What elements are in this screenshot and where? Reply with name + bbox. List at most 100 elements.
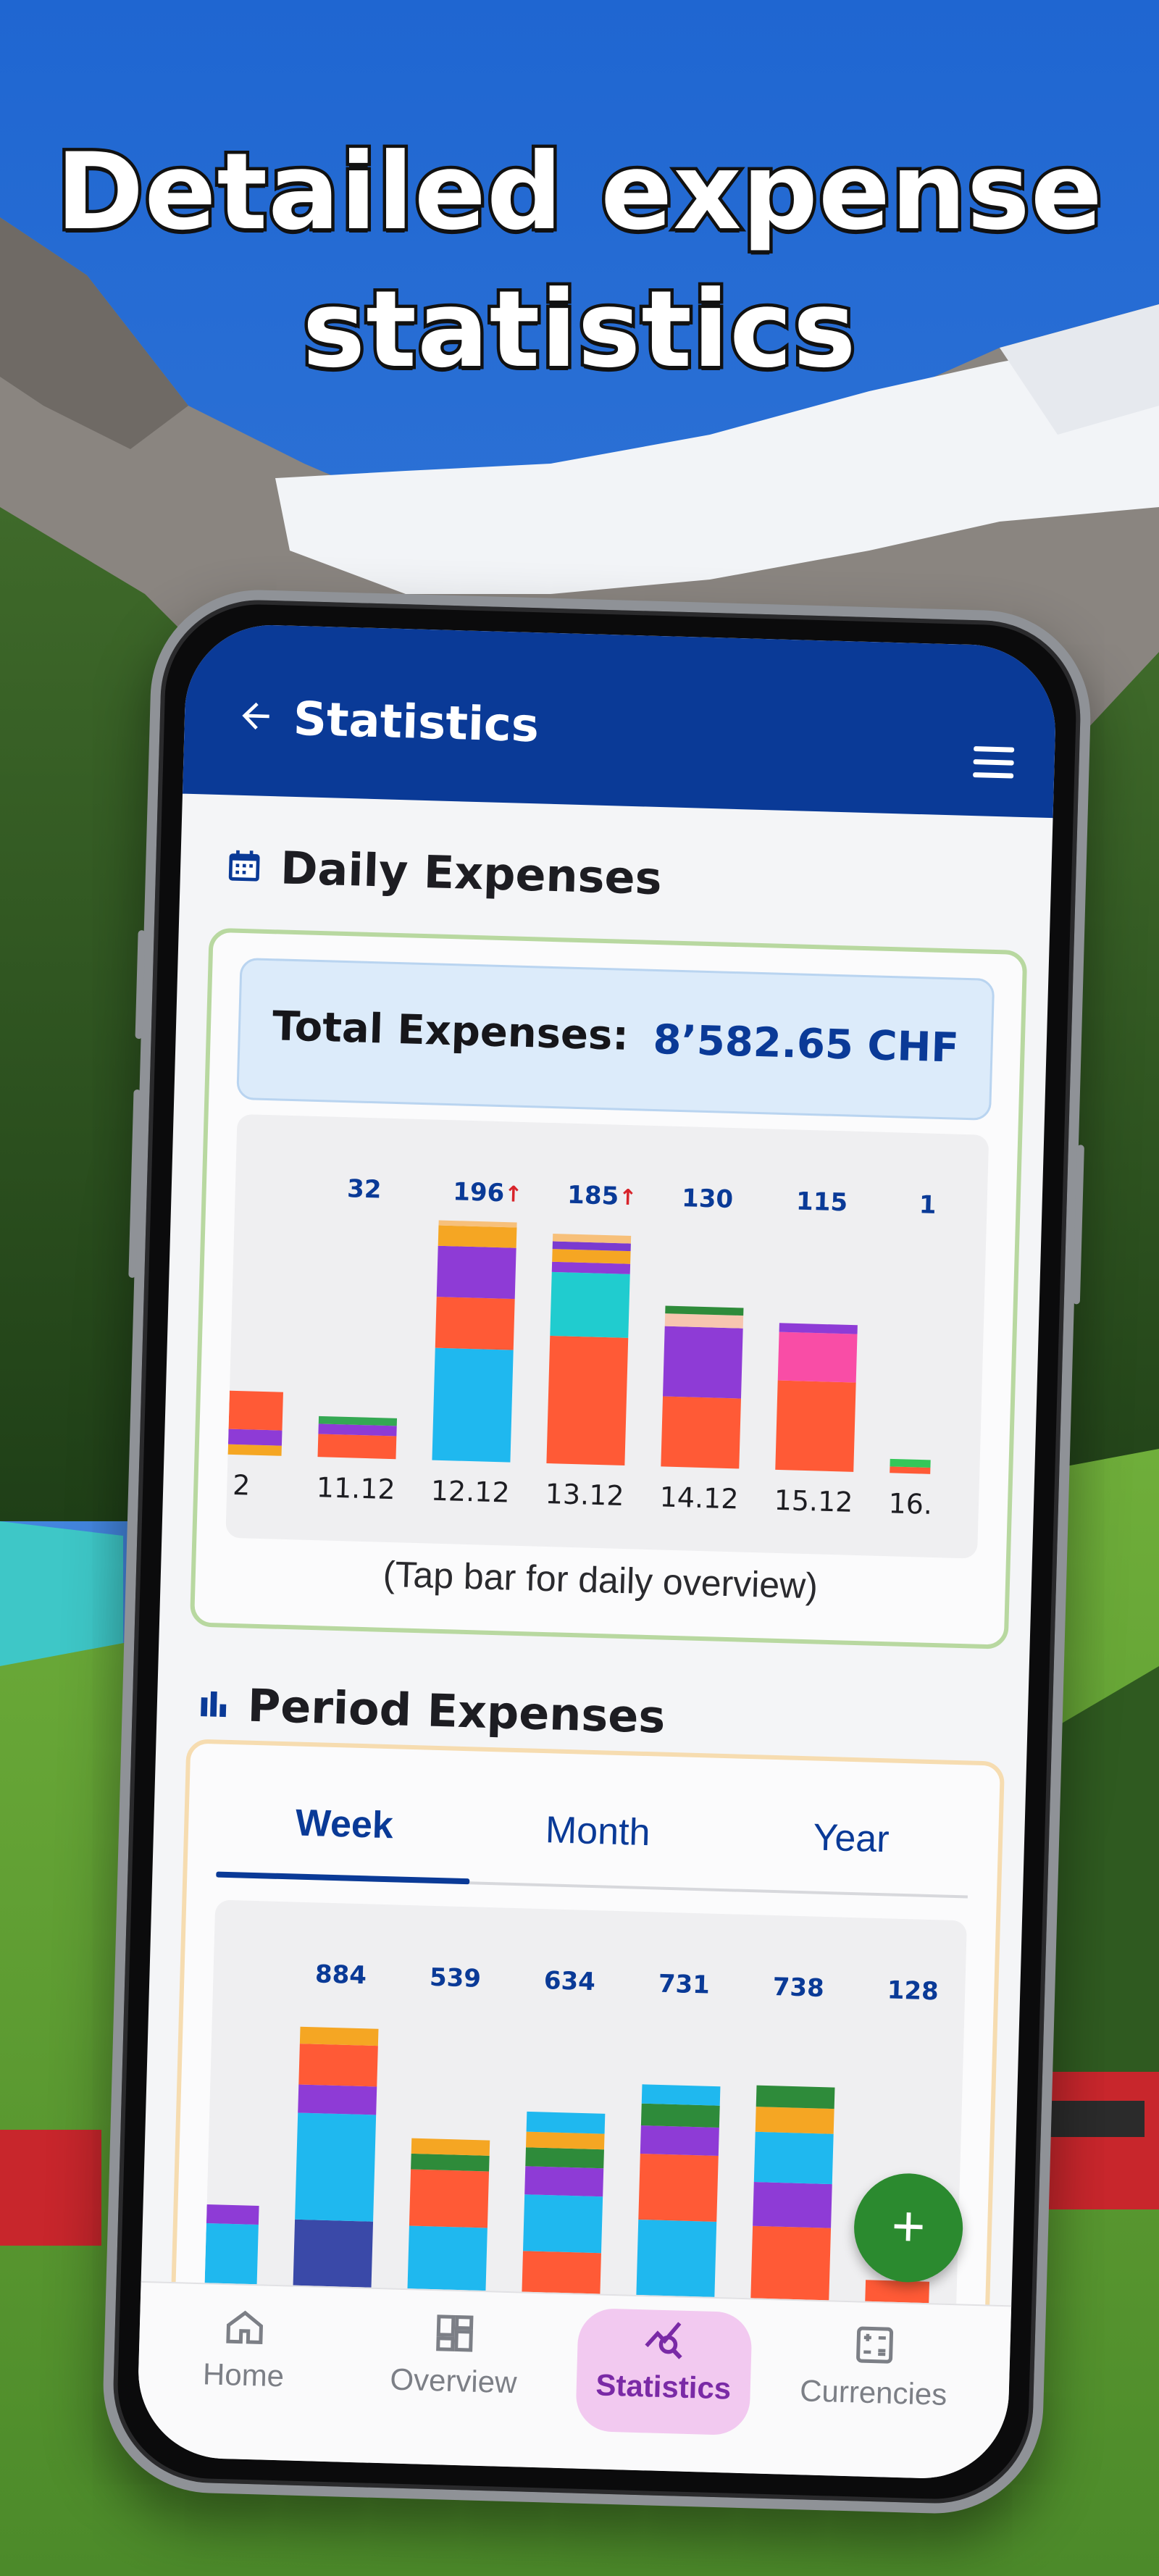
bar-segment[interactable] [552,1241,631,1252]
bar-segment[interactable] [201,2203,259,2225]
bar-segment[interactable] [436,1245,516,1300]
daily-expenses-title: Daily Expenses [280,841,663,906]
bar-segment[interactable] [750,2225,832,2320]
bar-total-label: 13 [919,1190,940,1220]
bar-segment[interactable] [664,1313,744,1329]
bar-total-label: 738 [772,1973,824,2003]
bar-category-label: 11.12 [316,1471,396,1505]
bar-segment[interactable] [524,2166,604,2197]
hamburger-menu-icon[interactable] [973,746,1015,779]
bar-segment[interactable] [753,2182,832,2228]
phone-side-button [135,929,146,1040]
nav-statistics[interactable]: Statistics [558,2307,770,2436]
bar-segment[interactable] [552,1249,631,1264]
peak-arrow-icon: ↑ [619,1185,637,1211]
bar-segment[interactable] [523,2194,603,2254]
tab-month[interactable]: Month [470,1806,725,1857]
bar-segment[interactable] [546,1335,629,1466]
bar-total-label: 128 [887,1975,939,2006]
bar-category-label: 16.12 [888,1487,940,1521]
bar-segment[interactable] [661,1396,741,1469]
bar-segment[interactable] [432,1347,514,1463]
bar-segment[interactable] [775,1380,856,1472]
calculator-icon [856,2326,894,2364]
headline-line-1: Detailed expense [53,127,1106,257]
nav-overview[interactable]: Overview [348,2309,560,2401]
bar-total-label: 884 [315,1960,367,1990]
bar-segment[interactable] [638,2153,719,2222]
nav-currencies-label: Currencies [799,2373,947,2412]
bar-segment[interactable] [225,1428,283,1446]
bar-segment[interactable] [755,2107,834,2134]
total-expenses-label: Total Expenses: [272,1003,629,1060]
tab-week[interactable]: Week [216,1799,472,1885]
bar-category-label: 14.12 [659,1481,739,1515]
daily-chart-hint: (Tap bar for daily overview) [382,1553,819,1607]
bar-total-label: 130 [682,1184,734,1214]
bar-segment[interactable] [890,1466,968,1476]
bar-segment[interactable] [663,1326,743,1399]
bar-segment[interactable] [550,1271,630,1338]
bar-segment[interactable] [318,1423,397,1437]
bar-category-label: 13.12 [545,1478,624,1512]
bar-segment[interactable] [526,2131,605,2150]
bar-category-label: 12.12 [430,1475,510,1509]
tab-year[interactable]: Year [724,1813,979,1864]
bar-segment[interactable] [777,1331,858,1383]
bar-total-label: 32 [347,1174,382,1204]
tab-week-label: Week [295,1802,394,1847]
bar-segment[interactable] [756,2085,835,2109]
bar-total-label: 731 [658,1970,710,2000]
tab-active-indicator [216,1871,470,1885]
bar-segment[interactable] [292,2219,374,2307]
nav-overview-label: Overview [389,2362,518,2400]
bar-segment[interactable] [298,2084,377,2115]
bar-segment[interactable] [640,2103,720,2128]
nav-currencies[interactable]: Currencies [768,2320,980,2413]
bar-segment[interactable] [295,2112,377,2222]
weekly-chart-area[interactable]: V884CW 46539CW 47634CW 48731CW 49738CW 5… [201,1899,967,2421]
bar-segment[interactable] [438,1225,517,1248]
bar-segment[interactable] [317,1434,397,1460]
bar-segment[interactable] [298,2044,378,2087]
daily-bar-chart[interactable]: 23211.12196↑12.12185↑13.1213014.1211515.… [225,1114,968,1557]
period-expenses-title: Period Expenses [246,1678,666,1744]
weekly-bar-chart[interactable]: V884CW 46539CW 47634CW 48731CW 49738CW 5… [201,1899,948,2420]
bar-segment[interactable] [526,2111,606,2134]
bar-segment[interactable] [409,2169,490,2228]
bar-segment[interactable] [299,2026,379,2046]
tab-month-label: Month [545,1809,651,1854]
bar-segment[interactable] [640,2125,719,2157]
bar-segment[interactable] [753,2131,834,2185]
bar-segment[interactable] [411,2153,490,2172]
nav-home[interactable]: Home [138,2303,350,2396]
bar-segment[interactable] [551,1261,631,1274]
arrow-left-icon[interactable] [235,695,277,737]
bar-segment[interactable] [665,1305,744,1316]
page-title: Statistics [292,692,540,753]
bar-segment[interactable] [225,1443,282,1456]
daily-chart-area[interactable]: 2 32 11.12 196 ↑ 12.12 185 ↑ 13.12 130 14.12 115 15.… [225,1113,989,1559]
bar-total-label: 196 [453,1177,505,1208]
bar-segment[interactable] [318,1415,398,1426]
app-bar: Statistics [182,622,1058,819]
bar-total-label: 539 [429,1963,481,1994]
bar-chart-icon [201,1691,227,1718]
period-expenses-card: Week Month Year V884CW 46539CW 47634CW 4… [168,1739,1005,2421]
phone-frame: Statistics Daily Expenses To [100,587,1094,2517]
bar-segment[interactable] [641,2084,721,2106]
bar-segment[interactable] [552,1233,632,1244]
bar-segment[interactable] [225,1389,283,1431]
bar-segment[interactable] [411,2138,490,2156]
nav-statistics-label: Statistics [595,2367,732,2406]
home-icon [226,2310,264,2345]
nav-home-label: Home [202,2357,285,2393]
bar-segment[interactable] [201,2222,259,2304]
bar-segment[interactable] [779,1323,858,1334]
daily-expenses-card: Total Expenses: 8’582.65 CHF 2 32 11.12 196… [189,927,1028,1649]
bar-segment[interactable] [525,2147,604,2169]
bar-segment[interactable] [635,2219,717,2316]
bar-segment[interactable] [438,1220,517,1228]
bar-segment[interactable] [435,1297,515,1350]
app-screen: Statistics Daily Expenses To [135,622,1058,2481]
